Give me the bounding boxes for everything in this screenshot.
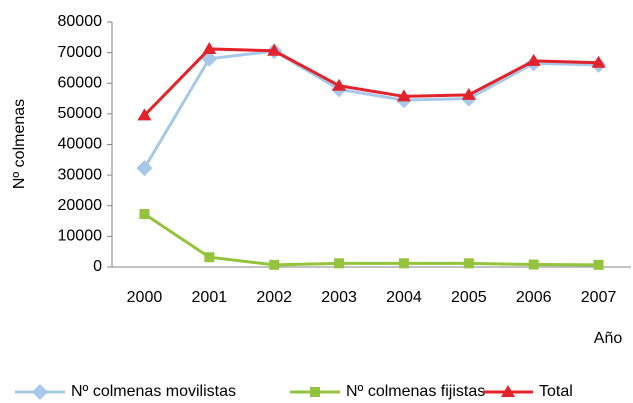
legend-label: Total (539, 383, 573, 400)
x-tick-label: 2002 (256, 289, 292, 306)
marker-square (204, 252, 215, 263)
marker-square (334, 258, 345, 269)
x-tick-label: 2006 (516, 289, 552, 306)
marker-triangle (461, 87, 476, 100)
x-tick-label: 2004 (386, 289, 422, 306)
x-tick-label: 2003 (321, 289, 357, 306)
y-tick-label: 80000 (58, 13, 103, 30)
y-tick-label: 70000 (58, 44, 103, 61)
marker-square (593, 259, 604, 270)
series-line (143, 47, 599, 117)
marker-triangle (202, 41, 217, 54)
marker-triangle (137, 108, 152, 121)
y-tick-label: 20000 (58, 197, 103, 214)
marker-diamond (136, 160, 153, 177)
series-line (143, 212, 599, 267)
marker-triangle (526, 53, 541, 66)
legend-label: Nº colmenas movilistas (71, 383, 236, 400)
marker-square (310, 387, 320, 397)
marker-triangle (396, 89, 411, 102)
marker-square (269, 259, 280, 270)
y-tick-label: 10000 (58, 228, 103, 245)
marker-square (139, 209, 150, 220)
y-tick-label: 40000 (58, 136, 103, 153)
y-tick-label: 0 (93, 258, 102, 275)
y-tick-label: 60000 (58, 74, 103, 91)
x-tick-label: 2001 (192, 289, 228, 306)
marker-diamond (32, 384, 48, 400)
marker-triangle (501, 385, 515, 397)
y-tick-label: 30000 (58, 166, 103, 183)
marker-square (398, 258, 409, 269)
x-tick-label: 2007 (581, 289, 617, 306)
marker-triangle (332, 78, 347, 91)
marker-square (528, 259, 539, 270)
y-axis-title: Nº colmenas (11, 99, 28, 189)
x-tick-label: 2000 (127, 289, 163, 306)
x-axis-title: Año (594, 330, 623, 347)
marker-triangle (267, 43, 282, 56)
series-line (143, 49, 599, 169)
y-tick-label: 50000 (58, 105, 103, 122)
marker-triangle (591, 55, 606, 68)
legend-label: Nº colmenas fijistas (346, 383, 485, 400)
x-tick-label: 2005 (451, 289, 487, 306)
marker-square (463, 258, 474, 269)
